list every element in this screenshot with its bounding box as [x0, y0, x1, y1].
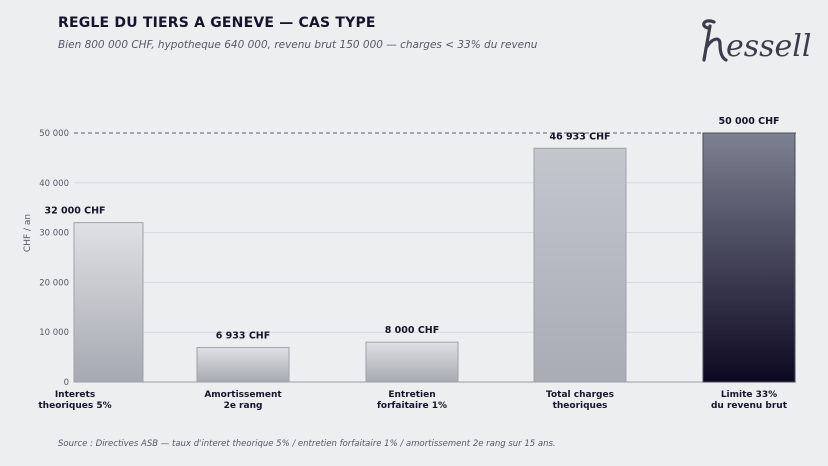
bars	[73, 132, 796, 383]
chart-title: REGLE DU TIERS A GENEVE — CAS TYPE	[58, 15, 376, 31]
y-tick-label: 10 000	[39, 328, 69, 338]
bar	[702, 132, 796, 383]
data-label: 46 933 CHF	[549, 131, 610, 142]
x-category-label: Limite 33% du revenu brut	[711, 390, 788, 411]
x-category-label: Entretien forfaitaire 1%	[377, 390, 447, 411]
bar	[196, 346, 290, 383]
bar	[533, 147, 627, 383]
bar	[365, 341, 459, 383]
chart-subtitle: Bien 800 000 CHF, hypotheque 640 000, re…	[58, 39, 538, 51]
svg-text:essell: essell	[726, 29, 812, 64]
y-axis-label: CHF / an	[23, 214, 33, 252]
data-label: 50 000 CHF	[718, 116, 779, 127]
data-label: 6 933 CHF	[216, 330, 270, 341]
data-label: 32 000 CHF	[44, 206, 105, 217]
x-category-label: Total charges theoriques	[546, 390, 614, 411]
y-tick-label: 0	[64, 378, 69, 388]
x-category-label: Amortissement 2e rang	[204, 390, 282, 411]
y-tick-label: 30 000	[39, 229, 69, 239]
y-tick-label: 20 000	[39, 278, 69, 288]
y-tick-label: 40 000	[39, 179, 69, 189]
x-category-label: Interets theoriques 5%	[38, 390, 111, 411]
bar	[73, 222, 144, 383]
y-tick-label: 50 000	[39, 129, 69, 139]
nessell-logo: essell	[702, 19, 812, 64]
labels: 0 10 000 20 000 30 000 40 000 50 000 32 000 CH…	[38, 116, 787, 411]
data-label: 8 000 CHF	[385, 325, 439, 336]
source-note: Source : Directives ASB — taux d'interet…	[58, 439, 556, 449]
